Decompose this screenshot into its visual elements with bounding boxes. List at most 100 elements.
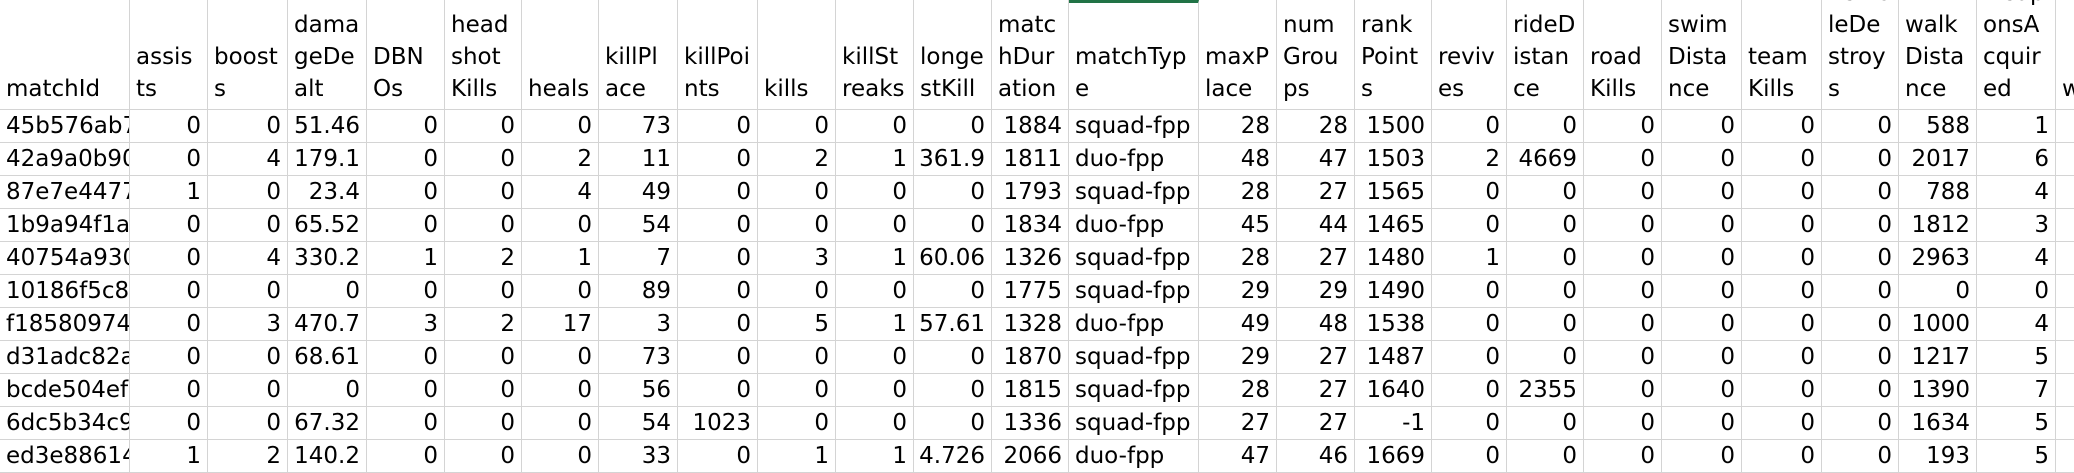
cell-numGroups[interactable]: 46 xyxy=(1277,440,1355,473)
cell-headshotKills[interactable]: 0 xyxy=(445,440,522,473)
cell-longestKill[interactable]: 0 xyxy=(914,407,992,440)
column-header-boosts[interactable]: boosts xyxy=(208,0,288,110)
cell-rideDistance[interactable]: 0 xyxy=(1507,110,1584,143)
cell-rideDistance[interactable]: 4669 xyxy=(1507,143,1584,176)
cell-matchId[interactable]: 1b9a94f1a xyxy=(0,209,130,242)
column-header-killStreaks[interactable]: killStreaks xyxy=(836,0,914,110)
cell-longestKill[interactable]: 4.726 xyxy=(914,440,992,473)
cell-win[interactable] xyxy=(2056,209,2074,242)
cell-headshotKills[interactable]: 0 xyxy=(445,110,522,143)
cell-matchType[interactable]: squad-fpp xyxy=(1069,242,1199,275)
cell-longestKill[interactable]: 0 xyxy=(914,176,992,209)
cell-killStreaks[interactable]: 0 xyxy=(836,209,914,242)
cell-rideDistance[interactable]: 0 xyxy=(1507,308,1584,341)
cell-matchDuration[interactable]: 1884 xyxy=(992,110,1069,143)
column-header-matchId[interactable]: matchId xyxy=(0,0,130,110)
cell-matchType[interactable]: squad-fpp xyxy=(1069,110,1199,143)
cell-matchType[interactable]: squad-fpp xyxy=(1069,407,1199,440)
cell-rankPoints[interactable]: 1503 xyxy=(1355,143,1432,176)
cell-numGroups[interactable]: 27 xyxy=(1277,242,1355,275)
cell-walkDistance[interactable]: 0 xyxy=(1899,275,1977,308)
cell-kills[interactable]: 1 xyxy=(758,440,836,473)
cell-weaponsAcquired[interactable]: 0 xyxy=(1977,275,2056,308)
cell-boosts[interactable]: 0 xyxy=(208,176,288,209)
cell-killPlace[interactable]: 73 xyxy=(599,110,678,143)
column-header-weaponsAcquired[interactable]: weaponsAcquired xyxy=(1977,0,2056,110)
cell-DBNOs[interactable]: 1 xyxy=(367,242,445,275)
cell-damageDealt[interactable]: 470.7 xyxy=(288,308,367,341)
cell-roadKills[interactable]: 0 xyxy=(1584,374,1662,407)
cell-vehicleDestroys[interactable]: 0 xyxy=(1822,143,1899,176)
cell-killStreaks[interactable]: 0 xyxy=(836,110,914,143)
cell-heals[interactable]: 0 xyxy=(522,110,599,143)
cell-maxPlace[interactable]: 28 xyxy=(1199,110,1277,143)
cell-kills[interactable]: 0 xyxy=(758,374,836,407)
cell-walkDistance[interactable]: 193 xyxy=(1899,440,1977,473)
cell-teamKills[interactable]: 0 xyxy=(1742,341,1822,374)
cell-DBNOs[interactable]: 0 xyxy=(367,341,445,374)
cell-killStreaks[interactable]: 0 xyxy=(836,275,914,308)
cell-swimDistance[interactable]: 0 xyxy=(1662,110,1742,143)
cell-maxPlace[interactable]: 47 xyxy=(1199,440,1277,473)
cell-maxPlace[interactable]: 49 xyxy=(1199,308,1277,341)
cell-boosts[interactable]: 2 xyxy=(208,440,288,473)
cell-rideDistance[interactable]: 0 xyxy=(1507,341,1584,374)
cell-rideDistance[interactable]: 0 xyxy=(1507,209,1584,242)
cell-killStreaks[interactable]: 1 xyxy=(836,143,914,176)
cell-heals[interactable]: 0 xyxy=(522,407,599,440)
cell-matchId[interactable]: f18580974 xyxy=(0,308,130,341)
column-header-matchType[interactable]: matchType xyxy=(1069,0,1199,110)
cell-killStreaks[interactable]: 0 xyxy=(836,176,914,209)
cell-rideDistance[interactable]: 0 xyxy=(1507,407,1584,440)
cell-win[interactable] xyxy=(2056,143,2074,176)
cell-swimDistance[interactable]: 0 xyxy=(1662,407,1742,440)
cell-damageDealt[interactable]: 51.46 xyxy=(288,110,367,143)
cell-swimDistance[interactable]: 0 xyxy=(1662,242,1742,275)
cell-damageDealt[interactable]: 65.52 xyxy=(288,209,367,242)
cell-maxPlace[interactable]: 29 xyxy=(1199,275,1277,308)
cell-vehicleDestroys[interactable]: 0 xyxy=(1822,341,1899,374)
cell-rideDistance[interactable]: 0 xyxy=(1507,176,1584,209)
cell-walkDistance[interactable]: 1390 xyxy=(1899,374,1977,407)
cell-teamKills[interactable]: 0 xyxy=(1742,143,1822,176)
cell-revives[interactable]: 0 xyxy=(1432,275,1507,308)
cell-headshotKills[interactable]: 2 xyxy=(445,242,522,275)
cell-rideDistance[interactable]: 0 xyxy=(1507,275,1584,308)
cell-revives[interactable]: 1 xyxy=(1432,242,1507,275)
cell-kills[interactable]: 0 xyxy=(758,110,836,143)
cell-killPlace[interactable]: 7 xyxy=(599,242,678,275)
cell-matchType[interactable]: squad-fpp xyxy=(1069,341,1199,374)
cell-boosts[interactable]: 3 xyxy=(208,308,288,341)
cell-matchId[interactable]: d31adc82a xyxy=(0,341,130,374)
cell-assists[interactable]: 1 xyxy=(130,176,208,209)
cell-revives[interactable]: 0 xyxy=(1432,308,1507,341)
cell-killPlace[interactable]: 56 xyxy=(599,374,678,407)
cell-revives[interactable]: 0 xyxy=(1432,209,1507,242)
cell-roadKills[interactable]: 0 xyxy=(1584,407,1662,440)
cell-kills[interactable]: 0 xyxy=(758,407,836,440)
cell-matchId[interactable]: 10186f5c8 xyxy=(0,275,130,308)
cell-rankPoints[interactable]: 1538 xyxy=(1355,308,1432,341)
cell-killPlace[interactable]: 73 xyxy=(599,341,678,374)
cell-heals[interactable]: 2 xyxy=(522,143,599,176)
cell-weaponsAcquired[interactable]: 6 xyxy=(1977,143,2056,176)
cell-roadKills[interactable]: 0 xyxy=(1584,209,1662,242)
cell-roadKills[interactable]: 0 xyxy=(1584,308,1662,341)
column-header-killPlace[interactable]: killPlace xyxy=(599,0,678,110)
column-header-revives[interactable]: revives xyxy=(1432,0,1507,110)
column-header-rideDistance[interactable]: rideDistance xyxy=(1507,0,1584,110)
cell-revives[interactable]: 0 xyxy=(1432,341,1507,374)
cell-roadKills[interactable]: 0 xyxy=(1584,242,1662,275)
cell-swimDistance[interactable]: 0 xyxy=(1662,308,1742,341)
cell-numGroups[interactable]: 44 xyxy=(1277,209,1355,242)
cell-assists[interactable]: 0 xyxy=(130,209,208,242)
cell-killPoints[interactable]: 0 xyxy=(678,440,758,473)
cell-numGroups[interactable]: 27 xyxy=(1277,341,1355,374)
cell-boosts[interactable]: 0 xyxy=(208,209,288,242)
cell-matchDuration[interactable]: 1328 xyxy=(992,308,1069,341)
cell-matchDuration[interactable]: 1834 xyxy=(992,209,1069,242)
cell-headshotKills[interactable]: 0 xyxy=(445,374,522,407)
cell-matchId[interactable]: 45b576ab7 xyxy=(0,110,130,143)
cell-damageDealt[interactable]: 179.1 xyxy=(288,143,367,176)
cell-roadKills[interactable]: 0 xyxy=(1584,143,1662,176)
